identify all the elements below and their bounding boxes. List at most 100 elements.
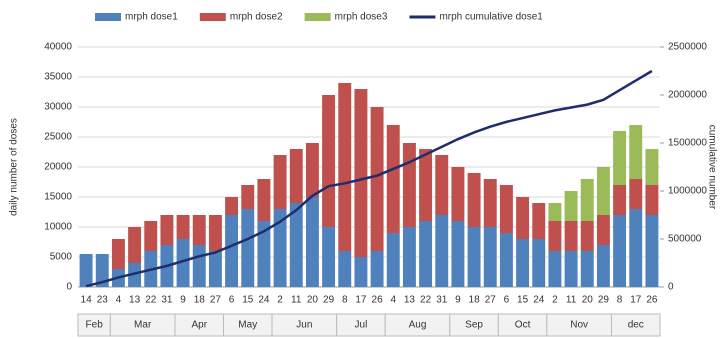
bar <box>629 125 643 179</box>
bar <box>128 263 142 287</box>
bar <box>629 209 643 287</box>
legend-swatch <box>95 13 121 21</box>
x-tick-label: 27 <box>210 295 222 306</box>
bar <box>564 251 578 287</box>
bar <box>289 149 303 203</box>
bar <box>338 83 352 251</box>
y2-axis-label: cumulative number <box>706 125 717 210</box>
bar <box>257 179 271 221</box>
x-tick-label: 14 <box>81 295 93 306</box>
bar <box>95 254 109 287</box>
x-tick-label: 22 <box>420 295 432 306</box>
bar <box>111 239 125 269</box>
bar <box>580 179 594 221</box>
y-tick-label: 0 <box>66 282 72 293</box>
x-tick-label: 11 <box>291 295 302 306</box>
bar <box>435 215 449 287</box>
bar <box>160 215 174 245</box>
month-label: Mar <box>134 320 152 331</box>
line <box>85 69 653 288</box>
bar <box>483 227 497 287</box>
bar <box>532 203 546 239</box>
month-label: Nov <box>570 320 588 331</box>
legend-swatch <box>304 13 331 21</box>
x-tick-label: 29 <box>598 295 610 306</box>
x-tick-label: 24 <box>533 295 545 306</box>
bar <box>354 89 368 257</box>
bar <box>596 245 610 287</box>
x-tick-label: 29 <box>323 295 335 306</box>
x-tick-label: 26 <box>646 295 658 306</box>
month-label: Apr <box>191 320 207 331</box>
x-tick-label: 24 <box>258 295 270 306</box>
bar <box>176 239 190 287</box>
x-tick-label: 17 <box>355 295 367 306</box>
bar <box>548 203 562 221</box>
y-tick-label: 35000 <box>44 72 72 83</box>
bar <box>564 221 578 251</box>
bar <box>257 221 271 287</box>
month-label: dec <box>628 320 644 331</box>
y-tick-label: 30000 <box>44 102 72 113</box>
x-tick-label: 31 <box>436 295 448 306</box>
x-tick-label: 26 <box>372 295 384 306</box>
month-label: Jul <box>355 320 368 331</box>
bar <box>192 245 206 287</box>
x-tick-label: 2 <box>277 295 283 306</box>
bar <box>580 221 594 251</box>
legend-label: mrph cumulative dose1 <box>439 12 543 23</box>
y-tick-label: 5000 <box>50 252 73 263</box>
bar <box>580 251 594 287</box>
x-tick-label: 4 <box>116 295 122 306</box>
y-tick-label: 40000 <box>44 42 72 53</box>
bar <box>176 215 190 239</box>
bar <box>289 203 303 287</box>
y2-tick-label: 2000000 <box>668 90 707 101</box>
x-tick-label: 27 <box>485 295 497 306</box>
bar <box>273 155 287 209</box>
month-label: Aug <box>409 320 427 331</box>
x-tick-label: 13 <box>129 295 141 306</box>
x-tick-label: 9 <box>180 295 186 306</box>
bar <box>532 239 546 287</box>
month-label: May <box>238 320 257 331</box>
x-tick-label: 4 <box>390 295 396 306</box>
bar <box>225 197 239 215</box>
y2-tick-label: 0 <box>668 282 674 293</box>
x-tick-label: 23 <box>97 295 109 306</box>
bar <box>386 233 400 287</box>
bar <box>370 107 384 251</box>
x-tick-label: 8 <box>617 295 623 306</box>
bar <box>483 179 497 227</box>
bar <box>516 197 530 239</box>
y-tick-label: 10000 <box>44 222 72 233</box>
bar <box>144 221 158 251</box>
bar <box>419 149 433 221</box>
bar <box>128 227 142 263</box>
bar <box>208 215 222 251</box>
bar <box>402 143 416 227</box>
y2-tick-label: 1000000 <box>668 186 707 197</box>
month-label: Feb <box>86 320 104 331</box>
x-tick-label: 31 <box>161 295 173 306</box>
bar <box>629 179 643 209</box>
x-tick-label: 18 <box>194 295 206 306</box>
bar <box>208 251 222 287</box>
bar <box>322 227 336 287</box>
bar <box>79 254 93 287</box>
x-tick-label: 18 <box>469 295 481 306</box>
legend-label: mrph dose2 <box>230 12 283 23</box>
y-tick-label: 15000 <box>44 192 72 203</box>
month-box <box>611 313 661 337</box>
bar <box>241 209 255 287</box>
bar <box>241 185 255 209</box>
y2-tick-label: 500000 <box>668 234 702 245</box>
bar <box>645 185 659 215</box>
bar <box>370 251 384 287</box>
bar <box>645 215 659 287</box>
bar <box>354 257 368 287</box>
x-tick-label: 6 <box>229 295 235 306</box>
bar <box>322 95 336 227</box>
y2-tick-label: 2500000 <box>668 42 707 53</box>
